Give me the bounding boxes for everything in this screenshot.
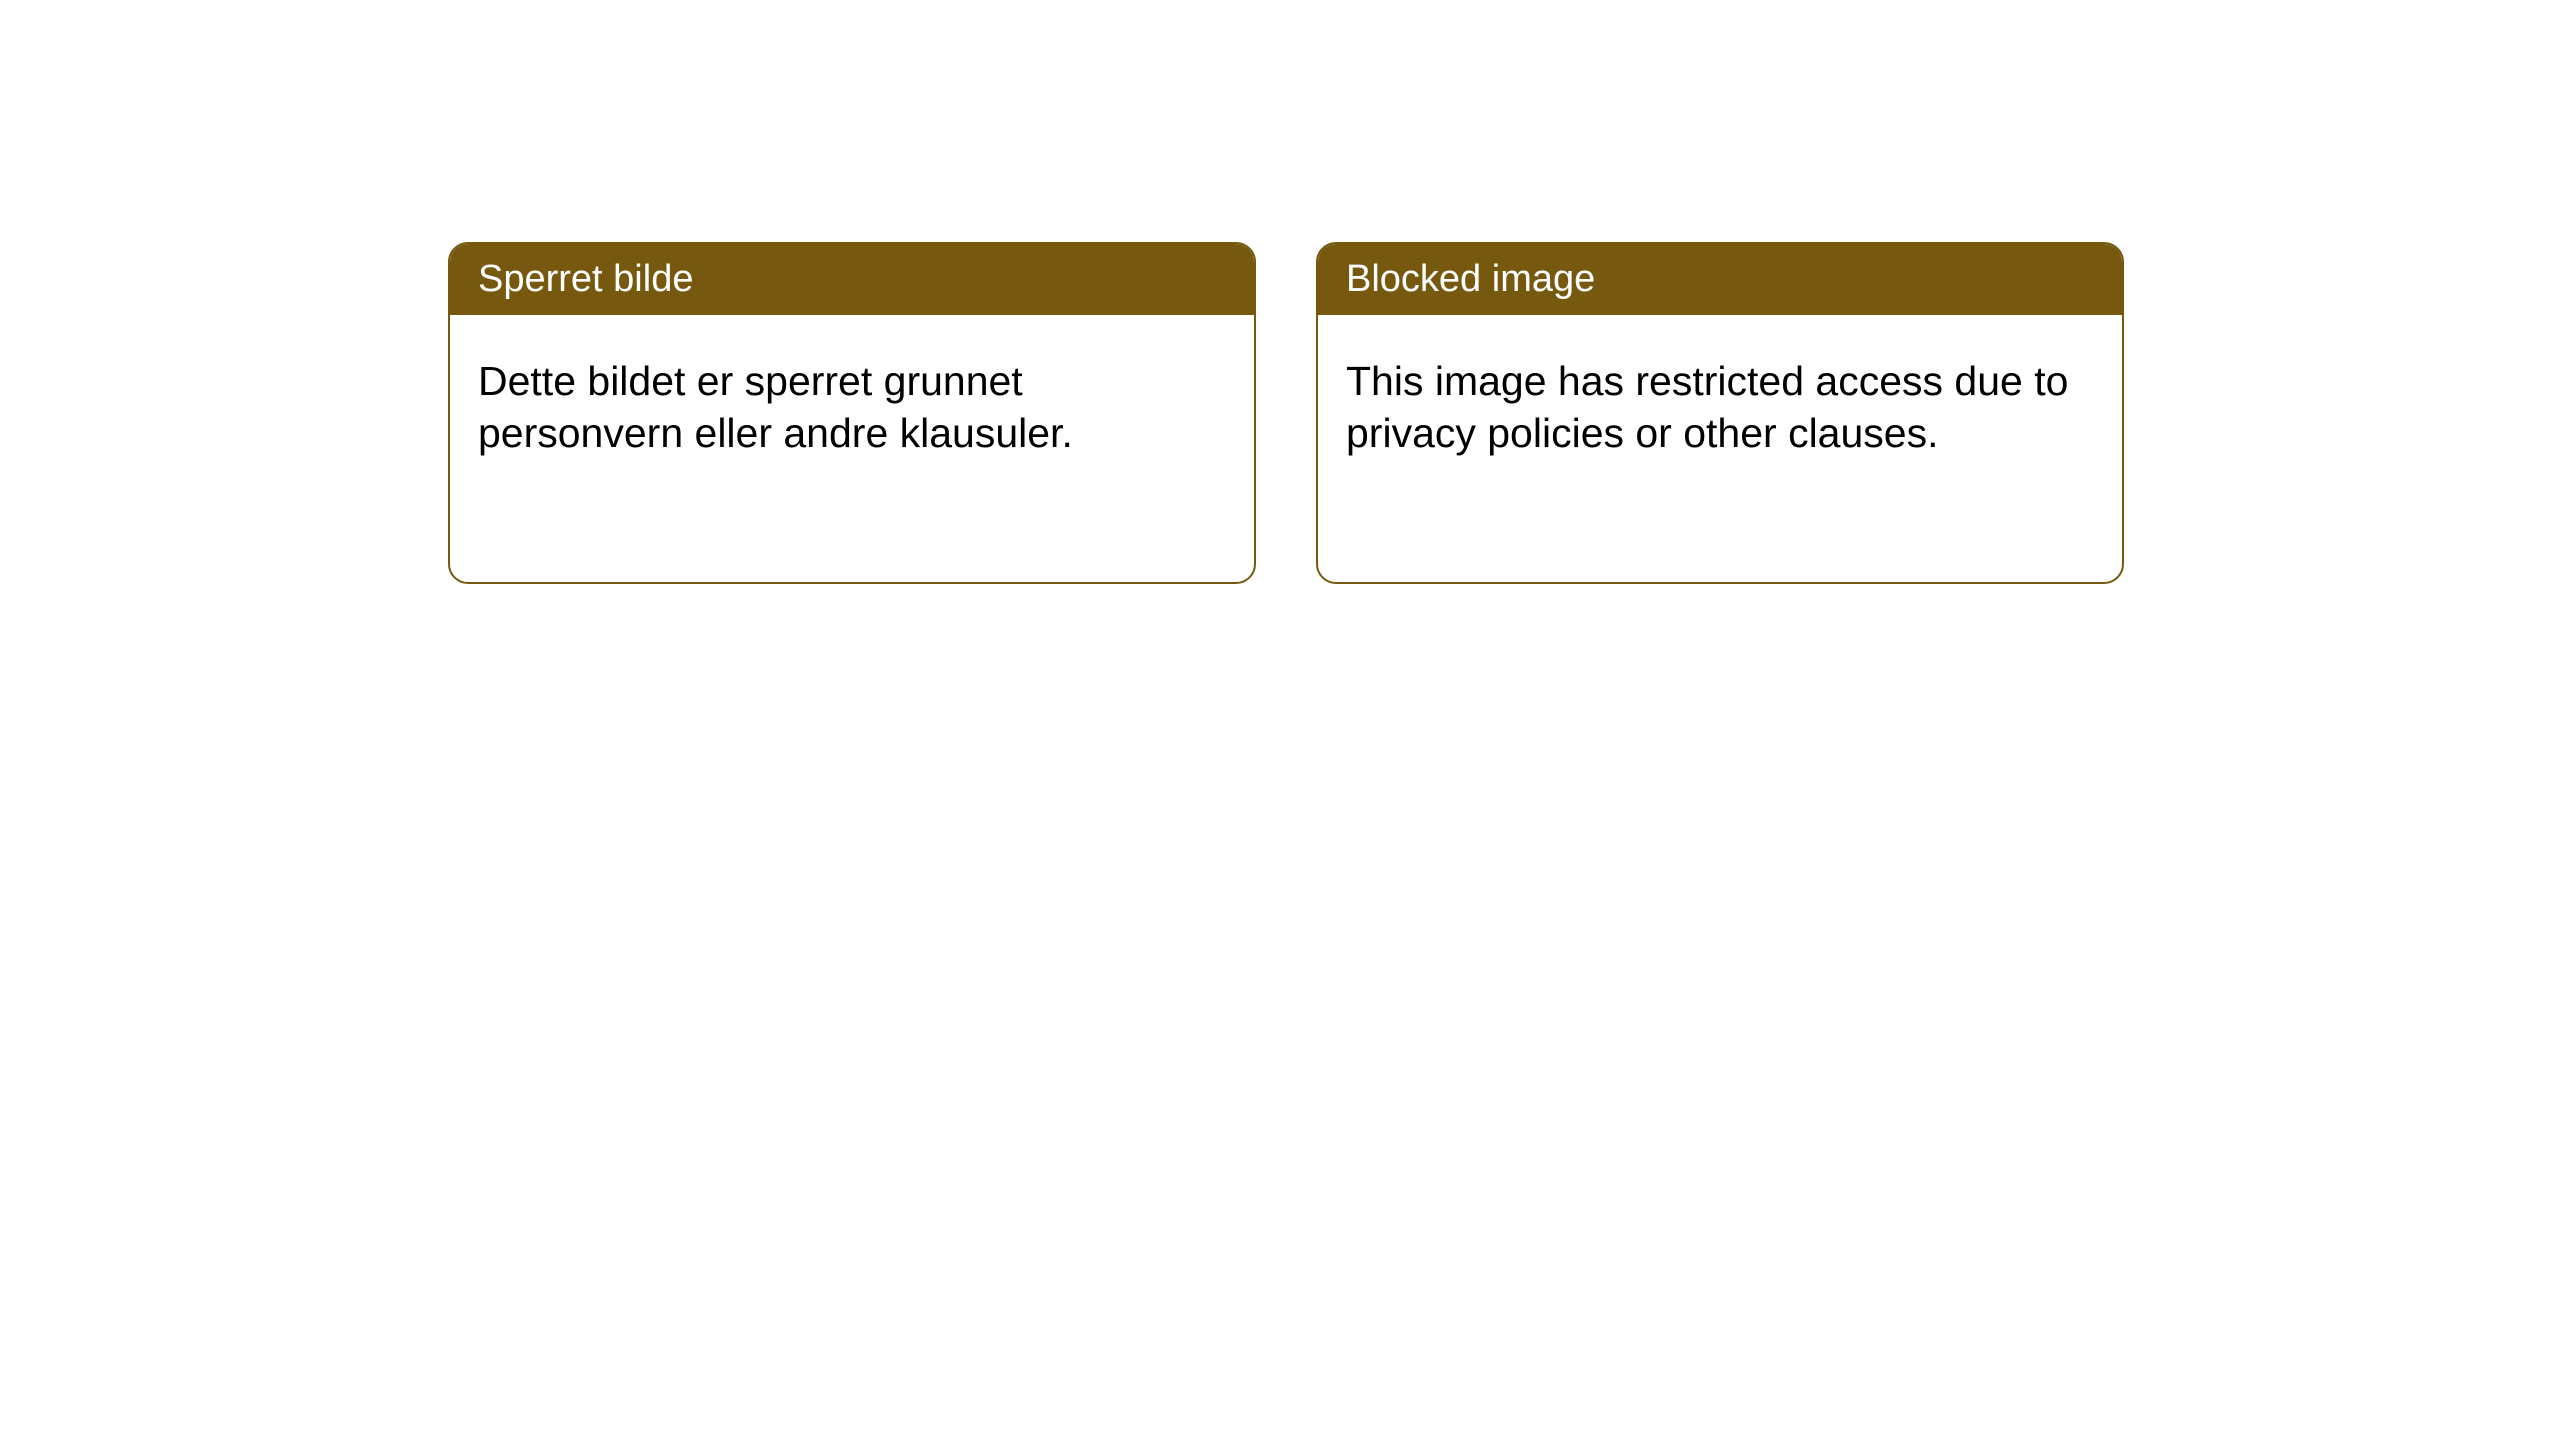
card-header: Sperret bilde — [450, 244, 1254, 315]
cards-container: Sperret bilde Dette bildet er sperret gr… — [0, 0, 2560, 584]
blocked-image-card-no: Sperret bilde Dette bildet er sperret gr… — [448, 242, 1256, 584]
card-title: Sperret bilde — [478, 258, 693, 300]
card-body: This image has restricted access due to … — [1318, 315, 2122, 500]
card-body-text: This image has restricted access due to … — [1346, 358, 2068, 456]
card-body: Dette bildet er sperret grunnet personve… — [450, 315, 1254, 500]
card-body-text: Dette bildet er sperret grunnet personve… — [478, 358, 1073, 456]
blocked-image-card-en: Blocked image This image has restricted … — [1316, 242, 2124, 584]
card-header: Blocked image — [1318, 244, 2122, 315]
card-title: Blocked image — [1346, 258, 1595, 300]
